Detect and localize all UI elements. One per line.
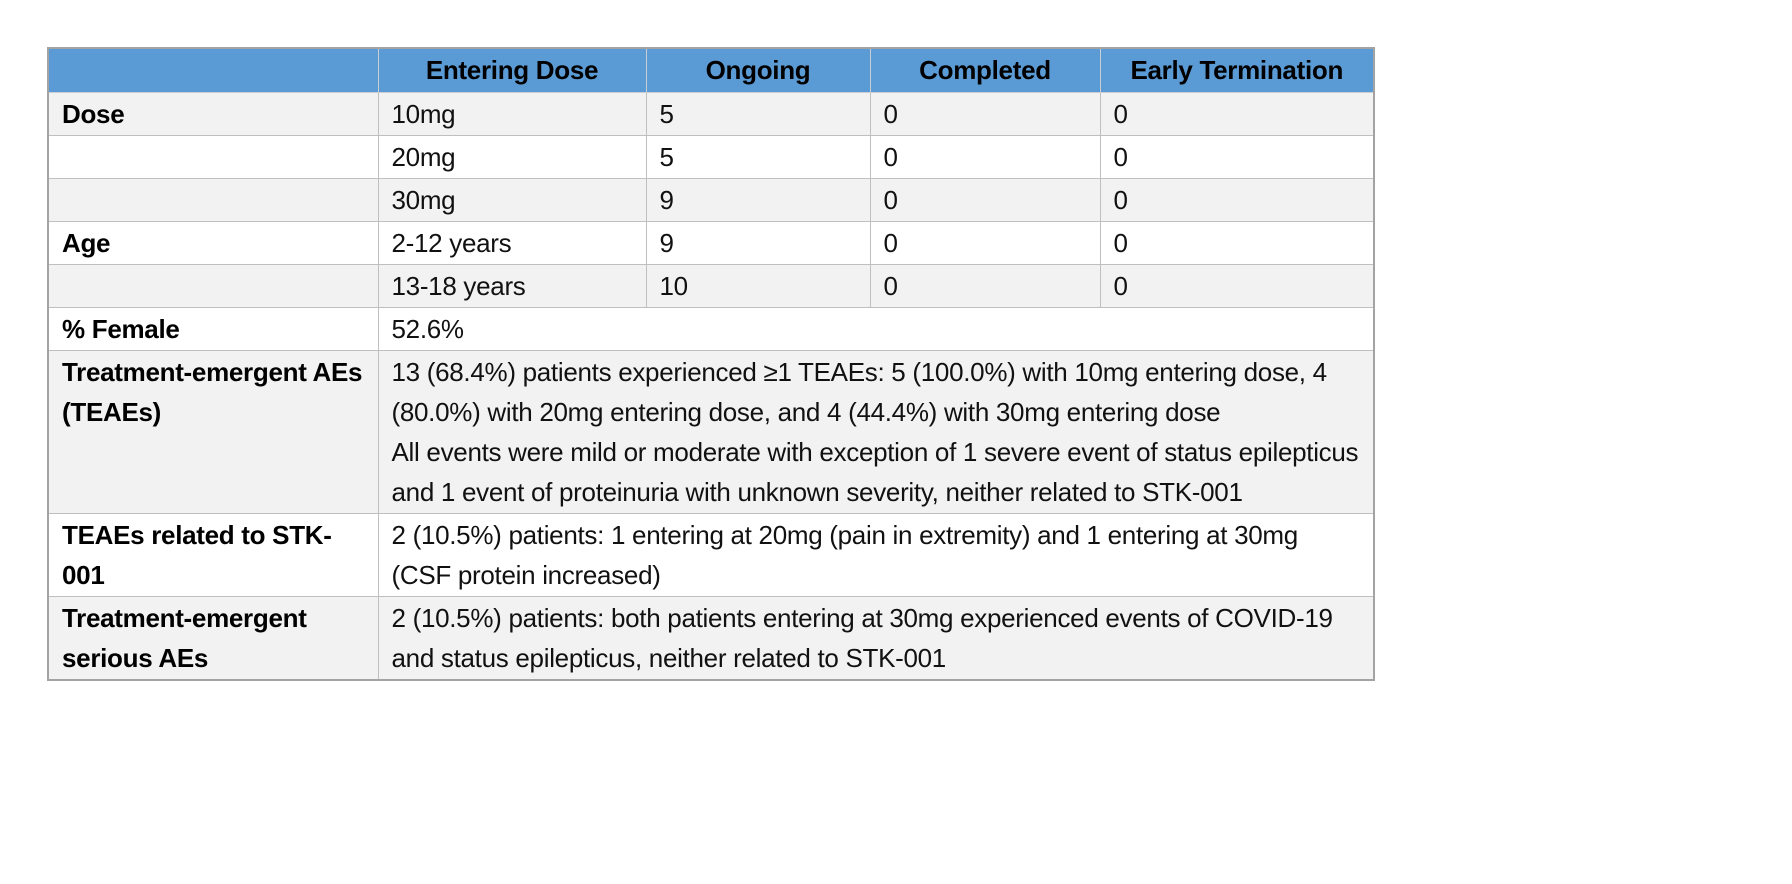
row-label: Age bbox=[47, 221, 379, 265]
table-row-age-2-12: Age 2-12 years 9 0 0 bbox=[47, 221, 1375, 265]
table-row-age-13-18: 13-18 years 10 0 0 bbox=[47, 264, 1375, 308]
table-row-serious-aes: Treatment-emergent serious AEs 2 (10.5%)… bbox=[47, 596, 1375, 681]
cell-early-term: 0 bbox=[1099, 221, 1375, 265]
row-label: Treatment-emergent AEs (TEAEs) bbox=[47, 350, 379, 514]
cell-completed: 0 bbox=[869, 92, 1101, 136]
cell-early-term: 0 bbox=[1099, 264, 1375, 308]
cell-entering-dose: 30mg bbox=[377, 178, 647, 222]
cell-completed: 0 bbox=[869, 135, 1101, 179]
cell-completed: 0 bbox=[869, 221, 1101, 265]
cell-entering-dose: 13-18 years bbox=[377, 264, 647, 308]
header-cell-blank bbox=[47, 47, 379, 93]
header-cell-ongoing: Ongoing bbox=[645, 47, 871, 93]
patient-disposition-safety-table: Entering Dose Ongoing Completed Early Te… bbox=[47, 47, 1375, 681]
cell-completed: 0 bbox=[869, 178, 1101, 222]
cell-early-term: 0 bbox=[1099, 178, 1375, 222]
row-label: TEAEs related to STK-001 bbox=[47, 513, 379, 597]
cell-completed: 0 bbox=[869, 264, 1101, 308]
row-label: Dose bbox=[47, 92, 379, 136]
row-label bbox=[47, 135, 379, 179]
cell-ongoing: 10 bbox=[645, 264, 871, 308]
table-header-row: Entering Dose Ongoing Completed Early Te… bbox=[47, 47, 1375, 93]
header-cell-entering-dose: Entering Dose bbox=[377, 47, 647, 93]
cell-teaes-related-description: 2 (10.5%) patients: 1 entering at 20mg (… bbox=[377, 513, 1375, 597]
table-row-dose-20mg: 20mg 5 0 0 bbox=[47, 135, 1375, 179]
table-row-percent-female: % Female 52.6% bbox=[47, 307, 1375, 351]
cell-ongoing: 9 bbox=[645, 221, 871, 265]
table-row-teaes-related: TEAEs related to STK-001 2 (10.5%) patie… bbox=[47, 513, 1375, 597]
cell-entering-dose: 2-12 years bbox=[377, 221, 647, 265]
cell-percent-female-value: 52.6% bbox=[377, 307, 1375, 351]
cell-early-term: 0 bbox=[1099, 135, 1375, 179]
cell-entering-dose: 20mg bbox=[377, 135, 647, 179]
cell-entering-dose: 10mg bbox=[377, 92, 647, 136]
cell-ongoing: 5 bbox=[645, 135, 871, 179]
cell-teaes-description: 13 (68.4%) patients experienced ≥1 TEAEs… bbox=[377, 350, 1375, 514]
row-label: % Female bbox=[47, 307, 379, 351]
cell-ongoing: 9 bbox=[645, 178, 871, 222]
table-row-dose-30mg: 30mg 9 0 0 bbox=[47, 178, 1375, 222]
row-label: Treatment-emergent serious AEs bbox=[47, 596, 379, 681]
header-cell-completed: Completed bbox=[869, 47, 1101, 93]
row-label bbox=[47, 264, 379, 308]
cell-early-term: 0 bbox=[1099, 92, 1375, 136]
table-row-teaes: Treatment-emergent AEs (TEAEs) 13 (68.4%… bbox=[47, 350, 1375, 514]
cell-ongoing: 5 bbox=[645, 92, 871, 136]
row-label bbox=[47, 178, 379, 222]
header-cell-early-termination: Early Termination bbox=[1099, 47, 1375, 93]
table-row-dose-10mg: Dose 10mg 5 0 0 bbox=[47, 92, 1375, 136]
cell-serious-aes-description: 2 (10.5%) patients: both patients enteri… bbox=[377, 596, 1375, 681]
